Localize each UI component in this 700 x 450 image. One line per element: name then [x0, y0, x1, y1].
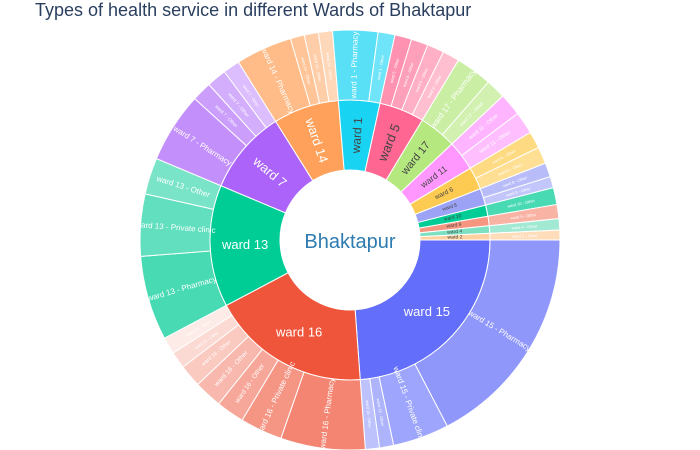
chart-title: Types of health service in different War…	[35, 0, 472, 20]
label-ward-5-other-0: ward 5 - Other	[389, 57, 401, 84]
label-ward-14-other-2: ward 14 - Other	[313, 54, 323, 83]
sector-ward-2-other-0[interactable]	[489, 229, 561, 241]
label-ward-4-other-0: ward 4 - Other	[512, 223, 539, 230]
label-ward-15: ward 15	[403, 304, 450, 319]
label-ward-10: ward 10	[443, 213, 462, 223]
label-ward-1-pharmacy-0: ward 1 - Pharmacy	[349, 31, 360, 99]
label-ward-4: ward 4	[447, 229, 463, 236]
label-ward-2-other-0: ward 2 - Other	[512, 233, 538, 239]
root-label: Bhaktapur	[304, 231, 396, 253]
label-ward-2: ward 2	[447, 234, 462, 240]
label-ward-16: ward 16	[275, 324, 322, 339]
label-ward-14-other-3: ward 14 - Other	[325, 52, 333, 81]
label-ward-15-other-3: ward 15 - Other	[365, 400, 373, 429]
label-ward-9: ward 9	[446, 222, 462, 230]
label-ward-8: ward 8	[442, 202, 458, 212]
label-ward-14-other-1: ward 14 - Other	[300, 57, 312, 86]
label-ward-1-other-1: ward 1 - Other	[376, 54, 385, 81]
label-ward-1: ward 1	[349, 116, 365, 154]
label-ward-10-other-0: ward 10 - Other	[507, 198, 536, 209]
label-ward-13: ward 13	[221, 237, 268, 252]
label-ward-15-other-2: ward 15 - Other	[376, 398, 386, 427]
label-ward-9-other-0: ward 9 - Other	[510, 212, 537, 221]
